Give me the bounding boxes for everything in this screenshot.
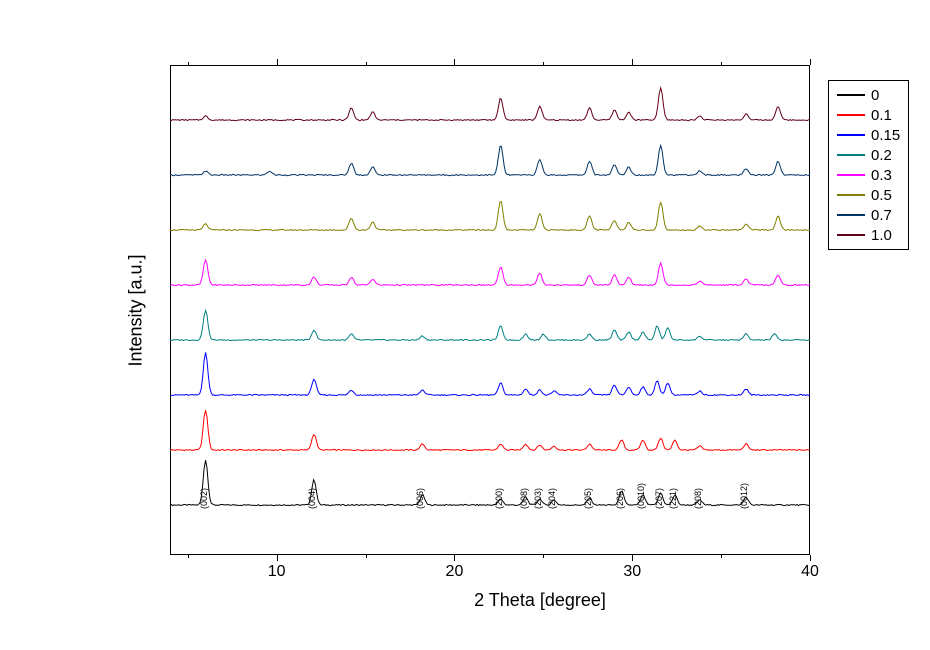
- legend-swatch: [837, 154, 865, 156]
- xtick-minor: [366, 62, 367, 65]
- xtick-major: [454, 59, 455, 65]
- legend-swatch: [837, 214, 865, 216]
- xtick-major: [277, 59, 278, 65]
- miller-index-label: (207): [654, 488, 664, 509]
- legend-label: 0.15: [871, 127, 900, 144]
- legend-item: 0.5: [837, 185, 900, 205]
- xrd-trace: [170, 260, 810, 286]
- xtick-minor: [543, 62, 544, 65]
- xtick-minor: [188, 62, 189, 65]
- legend-item: 0.7: [837, 205, 900, 225]
- xtick-minor: [366, 555, 367, 558]
- miller-index-label: (0010): [636, 483, 646, 509]
- xtick-label: 40: [801, 563, 819, 581]
- xtick-major: [810, 555, 811, 561]
- x-axis-label: 2 Theta [degree]: [400, 590, 680, 611]
- xtick-label: 30: [623, 563, 641, 581]
- miller-index-label: (204): [547, 488, 557, 509]
- xrd-trace: [170, 146, 810, 176]
- legend-item: 0.3: [837, 165, 900, 185]
- xrd-traces-svg: [170, 65, 810, 555]
- legend-label: 0: [871, 87, 879, 104]
- xtick-major: [632, 555, 633, 561]
- xtick-minor: [721, 555, 722, 558]
- xtick-major: [632, 59, 633, 65]
- xtick-minor: [188, 555, 189, 558]
- xrd-trace: [170, 460, 810, 505]
- legend-label: 0.1: [871, 107, 892, 124]
- legend-swatch: [837, 114, 865, 116]
- legend-swatch: [837, 234, 865, 236]
- legend-label: 0.2: [871, 147, 892, 164]
- xrd-trace: [170, 311, 810, 341]
- xtick-label: 20: [446, 563, 464, 581]
- miller-index-label: (203): [533, 488, 543, 509]
- legend-item: 0.15: [837, 125, 900, 145]
- legend-label: 0.3: [871, 167, 892, 184]
- miller-index-label: (206): [615, 488, 625, 509]
- miller-index-label: (205): [583, 488, 593, 509]
- xtick-label: 10: [268, 563, 286, 581]
- miller-index-label: (0012): [739, 483, 749, 509]
- xtick-major: [454, 555, 455, 561]
- miller-index-label: (200): [494, 488, 504, 509]
- legend-swatch: [837, 94, 865, 96]
- legend-box: 0 0.1 0.15 0.2 0.3 0.5 0.7 1.0: [828, 80, 909, 250]
- legend-swatch: [837, 194, 865, 196]
- xtick-major: [277, 555, 278, 561]
- y-axis-label: Intensity [a.u.]: [126, 254, 147, 366]
- legend-item: 1.0: [837, 225, 900, 245]
- miller-index-label: (208): [693, 488, 703, 509]
- xrd-trace: [170, 202, 810, 231]
- miller-index-label: (008): [519, 488, 529, 509]
- legend-item: 0.2: [837, 145, 900, 165]
- miller-index-label: (221): [668, 488, 678, 509]
- xrd-trace: [170, 353, 810, 396]
- miller-index-label: (006): [415, 488, 425, 509]
- legend-label: 0.7: [871, 207, 892, 224]
- legend-label: 0.5: [871, 187, 892, 204]
- xrd-trace: [170, 410, 810, 450]
- xtick-minor: [543, 555, 544, 558]
- xrd-trace: [170, 88, 810, 121]
- miller-index-label: (004): [307, 488, 317, 509]
- legend-label: 1.0: [871, 227, 892, 244]
- xtick-minor: [721, 62, 722, 65]
- legend-item: 0: [837, 85, 900, 105]
- legend-item: 0.1: [837, 105, 900, 125]
- miller-index-label: (002): [199, 488, 209, 509]
- legend-swatch: [837, 134, 865, 136]
- xtick-major: [810, 59, 811, 65]
- legend-swatch: [837, 174, 865, 176]
